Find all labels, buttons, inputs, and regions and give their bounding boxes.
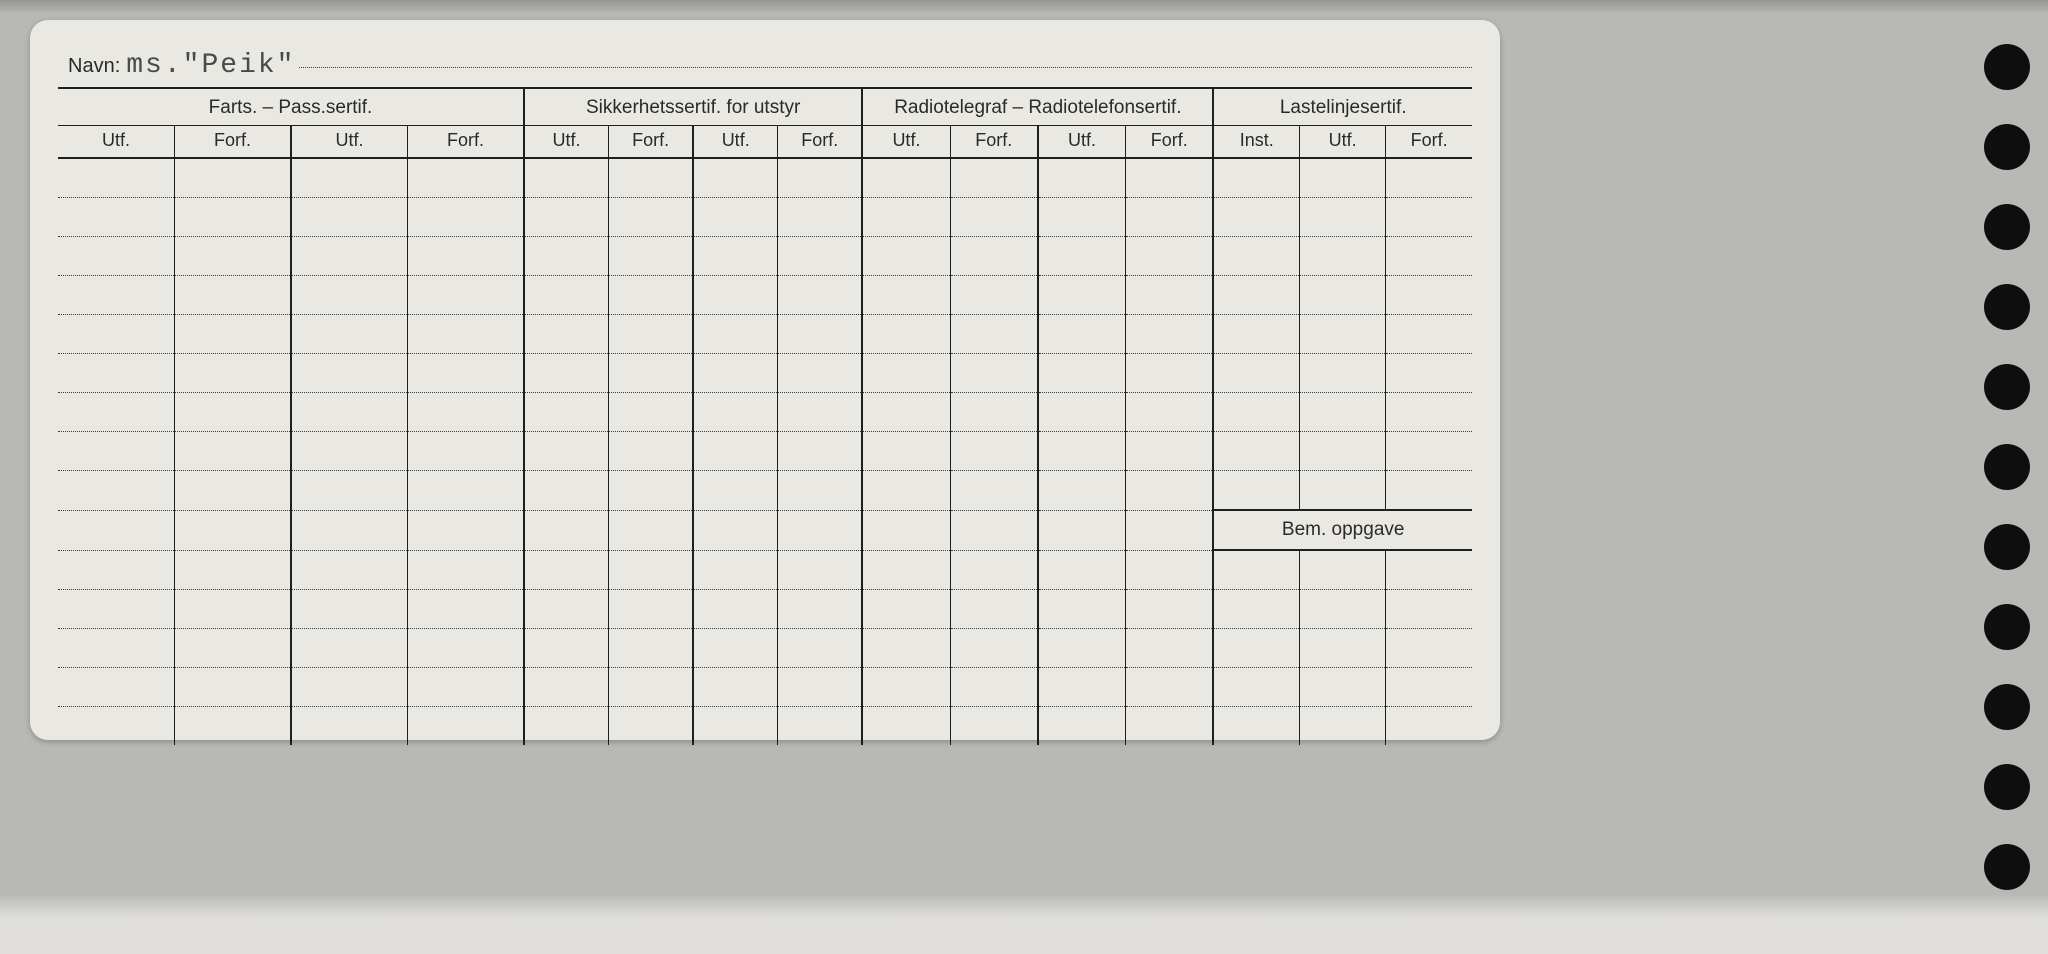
hole-icon xyxy=(1984,364,2030,410)
table-row xyxy=(58,315,1472,354)
col-header: Utf. xyxy=(862,126,950,159)
hole-icon xyxy=(1984,124,2030,170)
hole-icon xyxy=(1984,204,2030,250)
col-header: Forf. xyxy=(950,126,1038,159)
group-header-row: Farts. – Pass.sertif. Sikkerhetssertif. … xyxy=(58,88,1472,126)
col-header: Forf. xyxy=(175,126,292,159)
col-header: Utf. xyxy=(1300,126,1386,159)
col-header: Forf. xyxy=(778,126,863,159)
table-row xyxy=(58,393,1472,432)
hole-icon xyxy=(1984,444,2030,490)
table-row xyxy=(58,629,1472,668)
table-row xyxy=(58,668,1472,707)
bem-row: Bem. oppgave xyxy=(58,510,1472,550)
hole-icon xyxy=(1984,844,2030,890)
hole-icon xyxy=(1984,524,2030,570)
col-header: Forf. xyxy=(609,126,694,159)
col-header: Forf. xyxy=(1386,126,1472,159)
table-row xyxy=(58,707,1472,746)
col-header: Utf. xyxy=(1038,126,1126,159)
col-header: Utf. xyxy=(524,126,609,159)
group-header: Lastelinjesertif. xyxy=(1213,88,1472,126)
table-row xyxy=(58,354,1472,393)
group-header: Sikkerhetssertif. for utstyr xyxy=(524,88,862,126)
binder-holes xyxy=(1984,44,2030,890)
col-header: Forf. xyxy=(408,126,525,159)
hole-icon xyxy=(1984,284,2030,330)
table-row xyxy=(58,237,1472,276)
col-header: Utf. xyxy=(58,126,175,159)
table-row xyxy=(58,158,1472,198)
bem-header: Bem. oppgave xyxy=(1213,510,1472,550)
group-header: Radiotelegraf – Radiotelefonsertif. xyxy=(862,88,1213,126)
group-header: Farts. – Pass.sertif. xyxy=(58,88,524,126)
table-row xyxy=(58,550,1472,590)
col-header: Utf. xyxy=(693,126,778,159)
table-row xyxy=(58,471,1472,511)
hole-icon xyxy=(1984,604,2030,650)
hole-icon xyxy=(1984,44,2030,90)
table-row xyxy=(58,432,1472,471)
col-header: Utf. xyxy=(291,126,408,159)
table-row xyxy=(58,198,1472,237)
name-label: Navn: xyxy=(68,55,120,78)
col-header: Forf. xyxy=(1126,126,1214,159)
name-row: Navn: ms."Peik" xyxy=(68,50,1472,81)
hole-icon xyxy=(1984,764,2030,810)
certificate-table: Farts. – Pass.sertif. Sikkerhetssertif. … xyxy=(58,87,1472,745)
name-value: ms."Peik" xyxy=(126,50,295,81)
hole-icon xyxy=(1984,684,2030,730)
table-row xyxy=(58,276,1472,315)
sub-header-row: Utf. Forf. Utf. Forf. Utf. Forf. Utf. Fo… xyxy=(58,126,1472,159)
table-row xyxy=(58,590,1472,629)
col-header: Inst. xyxy=(1213,126,1299,159)
record-card: Navn: ms."Peik" Farts. – Pass.sertif. Si… xyxy=(30,20,1500,740)
name-underline xyxy=(299,67,1472,68)
